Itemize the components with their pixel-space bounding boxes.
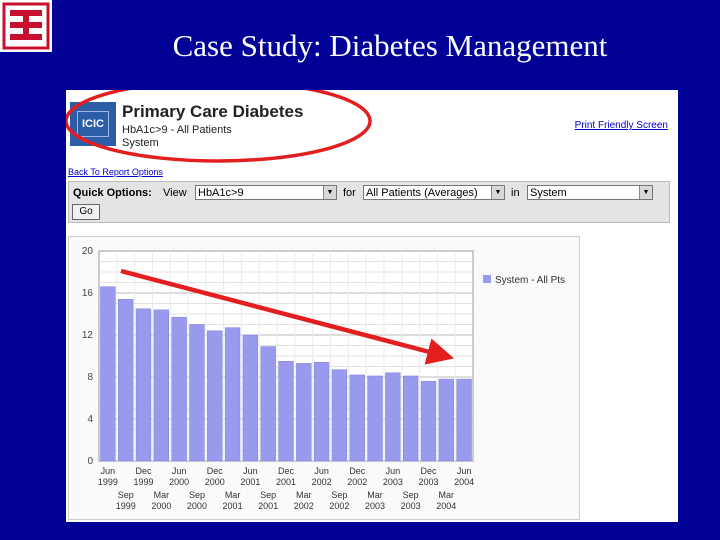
bar [403, 375, 419, 462]
bar [100, 286, 116, 462]
x-tick-label: Dec [136, 466, 153, 476]
x-tick-label: 2004 [436, 501, 456, 511]
report-title: Primary Care Diabetes [122, 102, 304, 121]
bar [135, 308, 152, 462]
x-tick-label: 2002 [347, 477, 367, 487]
for-label: for [343, 187, 356, 199]
bar [349, 374, 365, 462]
x-tick-label: 2003 [383, 477, 403, 487]
bar [367, 375, 383, 462]
x-tick-label: 2001 [240, 477, 260, 487]
print-friendly-link[interactable]: Print Friendly Screen [574, 120, 668, 131]
x-tick-label: Jun [386, 466, 401, 476]
trend-arrow [120, 268, 455, 365]
quick-options-bar: Quick Options: View HbA1c>9 ▼ for All Pat… [68, 181, 670, 223]
x-tick-label: Jun [314, 466, 329, 476]
chart-panel: 0 4 8 12 16 20 Jun 1999 Dec 1999 Jun 2000 Dec 2000 Jun… [68, 236, 580, 520]
y-tick-label: 16 [82, 288, 94, 299]
x-tick-label: Mar [154, 490, 170, 500]
view-label: View [163, 187, 187, 199]
quick-options-label: Quick Options: [73, 187, 152, 199]
x-tick-label: 1999 [98, 477, 118, 487]
x-tick-label: Mar [439, 490, 455, 500]
x-tick-label: 2000 [187, 501, 207, 511]
bar [153, 309, 169, 462]
bar [278, 361, 294, 462]
x-tick-label: Jun [101, 466, 116, 476]
bar [313, 362, 330, 462]
chevron-down-icon: ▼ [491, 186, 504, 199]
in-select[interactable]: System ▼ [527, 185, 653, 200]
bar [224, 327, 241, 462]
bar [118, 299, 134, 462]
x-tick-label: Sep [118, 490, 134, 500]
x-tick-label: 2000 [205, 477, 225, 487]
x-tick-label: 2001 [258, 501, 278, 511]
view-select[interactable]: HbA1c>9 ▼ [195, 185, 337, 200]
x-tick-label: Dec [420, 466, 437, 476]
x-tick-label: 2001 [223, 501, 243, 511]
bar [331, 369, 348, 462]
x-tick-label: 2002 [294, 501, 314, 511]
x-tick-label: Jun [243, 466, 258, 476]
bar-chart: 048121620Jun1999Dec1999Jun2000Dec2000Jun… [82, 246, 565, 511]
y-tick-label: 4 [87, 414, 93, 425]
x-tick-label: Sep [260, 490, 276, 500]
bar [438, 378, 454, 462]
bar [420, 380, 437, 462]
bar [242, 334, 259, 462]
x-tick-label: 2000 [169, 477, 189, 487]
bar [260, 346, 276, 462]
x-tick-label: Dec [349, 466, 366, 476]
app-logo: ICIC [70, 102, 116, 146]
x-tick-label: 1999 [134, 477, 154, 487]
x-tick-label: 1999 [116, 501, 136, 511]
back-to-report-link[interactable]: Back To Report Options [68, 167, 163, 177]
y-tick-label: 12 [82, 330, 94, 341]
x-tick-label: Sep [331, 490, 347, 500]
app-screenshot: ICIC Primary Care Diabetes HbA1c>9 - All… [66, 90, 678, 522]
slide-title: Case Study: Diabetes Management [172, 28, 608, 63]
bar [189, 324, 205, 462]
chevron-down-icon: ▼ [323, 186, 336, 199]
x-tick-label: 2002 [312, 477, 332, 487]
logo [0, 0, 52, 52]
in-label: in [511, 187, 520, 199]
x-tick-label: 2003 [401, 501, 421, 511]
x-tick-label: Dec [278, 466, 295, 476]
chevron-down-icon: ▼ [639, 186, 652, 199]
bar [171, 316, 187, 462]
x-tick-label: Mar [367, 490, 383, 500]
x-tick-label: 2003 [365, 501, 385, 511]
x-tick-label: Jun [457, 466, 472, 476]
for-select[interactable]: All Patients (Averages) ▼ [363, 185, 505, 200]
legend-label: System - All Pts [495, 275, 565, 286]
x-tick-label: Sep [403, 490, 419, 500]
bar [456, 378, 472, 462]
x-tick-label: Mar [296, 490, 312, 500]
y-tick-label: 0 [87, 456, 93, 467]
x-tick-label: 2002 [329, 501, 349, 511]
x-tick-label: Dec [207, 466, 224, 476]
bar [207, 330, 223, 462]
report-scope: System [122, 137, 159, 149]
x-tick-label: Mar [225, 490, 241, 500]
y-tick-label: 20 [82, 246, 94, 257]
y-tick-label: 8 [87, 372, 93, 383]
bar [385, 372, 401, 462]
x-tick-label: 2004 [454, 477, 474, 487]
x-tick-label: Sep [189, 490, 205, 500]
legend-swatch [483, 275, 491, 283]
organization-logo-icon [2, 2, 50, 50]
x-tick-label: Jun [172, 466, 187, 476]
bar [296, 363, 312, 462]
x-tick-label: 2001 [276, 477, 296, 487]
x-tick-label: 2003 [418, 477, 438, 487]
x-tick-label: 2000 [151, 501, 171, 511]
report-subtitle: HbA1c>9 - All Patients [122, 124, 232, 136]
go-button[interactable]: Go [72, 204, 100, 220]
